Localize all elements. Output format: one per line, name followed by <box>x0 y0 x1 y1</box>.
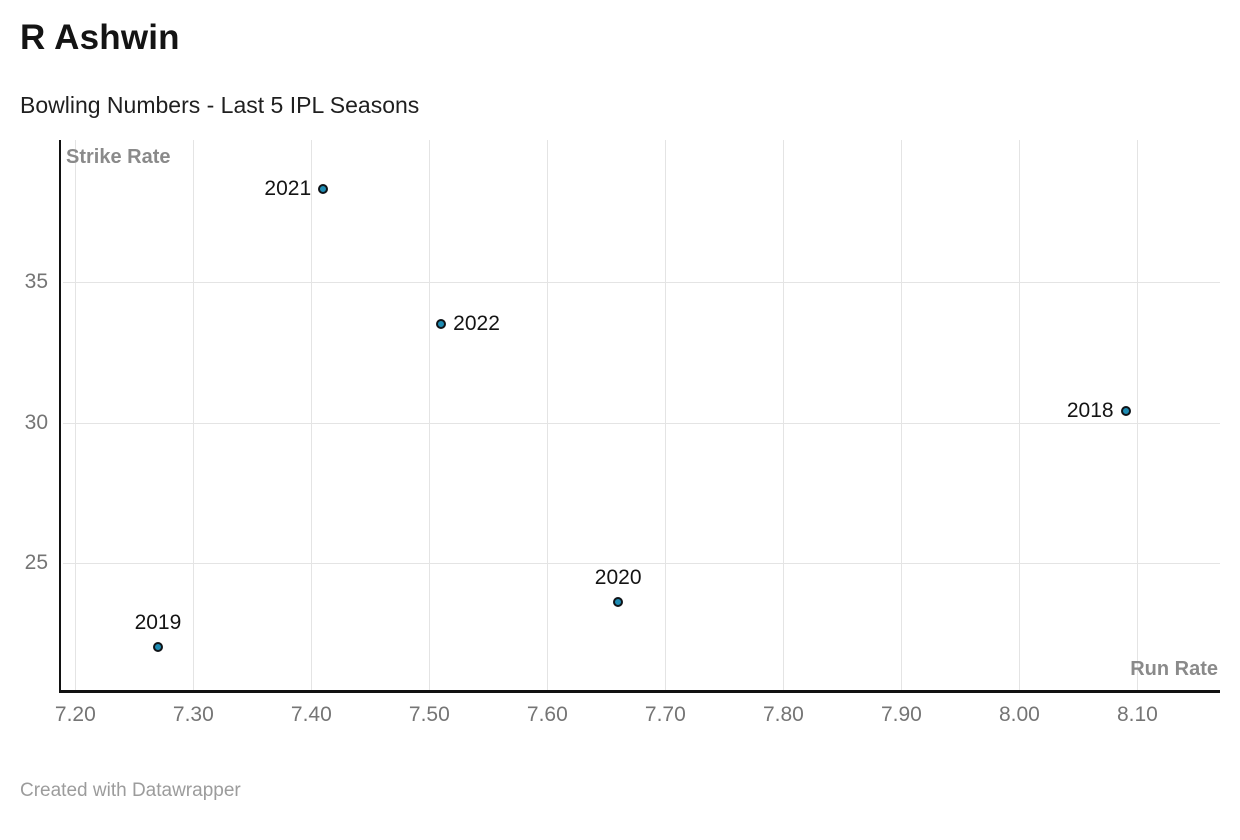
data-point-label-2019: 2019 <box>134 611 182 635</box>
x-gridline <box>75 140 77 691</box>
y-gridline <box>63 281 1220 283</box>
data-point-2019[interactable] <box>152 642 163 653</box>
x-gridline <box>193 140 195 691</box>
y-tick-label: 30 <box>24 410 48 434</box>
data-point-label-2020: 2020 <box>594 566 642 590</box>
x-tick-label: 7.40 <box>290 703 332 726</box>
x-gridline <box>429 140 431 691</box>
chart-subtitle: Bowling Numbers - Last 5 IPL Seasons <box>20 92 420 118</box>
x-gridline <box>547 140 549 691</box>
x-tick-label: 7.80 <box>762 703 804 726</box>
x-gridline <box>1137 140 1139 691</box>
y-gridline <box>63 422 1220 424</box>
y-axis-title: Strike Rate <box>66 146 171 168</box>
y-axis-line <box>59 140 61 693</box>
x-tick-label: 7.50 <box>408 703 450 726</box>
data-point-2018[interactable] <box>1120 406 1131 417</box>
data-point-label-2018: 2018 <box>1066 399 1114 423</box>
x-gridline <box>311 140 313 691</box>
data-point-label-2021: 2021 <box>264 177 312 201</box>
chart-title: R Ashwin <box>20 18 180 57</box>
y-tick-label: 25 <box>24 551 48 575</box>
x-tick-label: 7.60 <box>526 703 568 726</box>
x-tick-label: 7.20 <box>54 703 96 726</box>
data-point-2022[interactable] <box>436 319 447 330</box>
y-gridline <box>63 563 1220 565</box>
x-gridline <box>1019 140 1021 691</box>
y-tick-label: 35 <box>24 269 48 293</box>
x-tick-label: 7.30 <box>172 703 214 726</box>
x-axis-line <box>59 690 1220 693</box>
x-gridline <box>901 140 903 691</box>
x-tick-label: 8.10 <box>1116 703 1158 726</box>
data-point-2020[interactable] <box>613 597 624 608</box>
x-axis-title: Run Rate <box>1130 658 1218 680</box>
data-point-2021[interactable] <box>318 184 329 195</box>
attribution: Created with Datawrapper <box>20 780 241 801</box>
x-tick-label: 8.00 <box>998 703 1040 726</box>
data-point-label-2022: 2022 <box>453 312 500 336</box>
x-tick-label: 7.90 <box>880 703 922 726</box>
x-gridline <box>665 140 667 691</box>
x-gridline <box>783 140 785 691</box>
x-tick-label: 7.70 <box>644 703 686 726</box>
